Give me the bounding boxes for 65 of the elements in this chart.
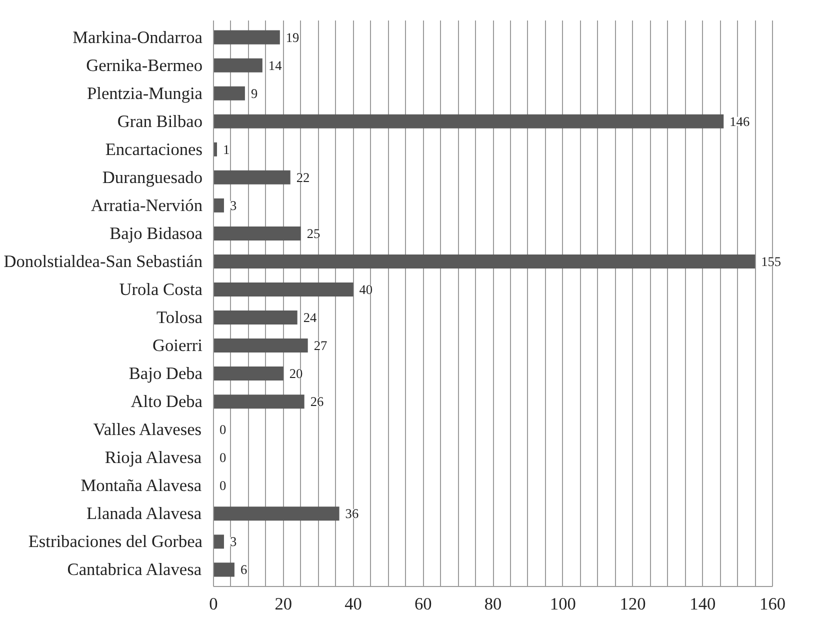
data-label: 3 <box>230 534 237 550</box>
y-tick-label: Montaña Alavesa <box>80 476 202 496</box>
data-label: 20 <box>289 366 304 382</box>
data-label: 0 <box>220 450 226 466</box>
x-tick-label: 100 <box>550 594 576 614</box>
y-tick-label: Gernika-Bermeo <box>86 56 203 75</box>
y-tick-label: Arratia-Nervión <box>90 196 203 215</box>
y-tick-label: Cantabrica Alavesa <box>67 560 202 580</box>
x-tick-label: 0 <box>209 594 218 614</box>
bar <box>214 170 290 184</box>
bar <box>214 506 340 521</box>
data-label: 1 <box>222 142 230 157</box>
data-label: 25 <box>306 226 321 241</box>
y-tick-label: Markina-Ondarroa <box>72 28 203 47</box>
data-label: 36 <box>345 506 359 522</box>
data-label: 22 <box>296 170 310 185</box>
data-label: 6 <box>240 562 248 578</box>
data-label: 40 <box>359 282 373 297</box>
y-tick-label: Duranguesado <box>102 168 203 187</box>
x-tick-label: 60 <box>414 594 432 614</box>
bar <box>214 310 298 325</box>
data-label: 155 <box>761 254 782 269</box>
bar <box>214 562 234 577</box>
data-label: 19 <box>286 30 300 45</box>
y-tick-label: Bajo Deba <box>128 364 203 384</box>
y-tick-label: Estribaciones del Gorbea <box>28 532 203 552</box>
x-tick-label: 120 <box>620 594 646 614</box>
data-label: 9 <box>250 86 258 101</box>
bar <box>214 534 224 549</box>
x-tick-label: 40 <box>344 594 362 614</box>
bar <box>214 114 724 128</box>
y-tick-label: Rioja Alavesa <box>104 448 202 468</box>
x-tick-label: 20 <box>274 594 292 614</box>
bar <box>214 338 308 353</box>
bar <box>214 282 354 296</box>
data-label: 14 <box>268 58 282 73</box>
data-label: 26 <box>310 394 324 410</box>
bar <box>214 254 756 268</box>
bar <box>214 226 301 240</box>
data-label: 0 <box>220 422 226 438</box>
bar <box>214 58 262 72</box>
y-tick-label: Tolosa <box>156 308 203 328</box>
bar <box>214 366 284 381</box>
data-label: 0 <box>220 478 226 494</box>
data-label: 3 <box>230 198 237 213</box>
x-tick-label: 160 <box>760 594 786 614</box>
y-tick-label: Donolstialdea-San Sebastián <box>4 252 203 271</box>
x-tick-label: 140 <box>690 594 716 614</box>
y-tick-label: Llanada Alavesa <box>86 504 202 524</box>
data-label: 24 <box>303 310 318 326</box>
data-label: 27 <box>314 338 328 354</box>
y-tick-label: Urola Costa <box>119 280 203 299</box>
data-label: 146 <box>730 114 750 129</box>
bar <box>214 86 245 100</box>
y-tick-label: Alto Deba <box>130 392 203 412</box>
bar <box>214 30 280 44</box>
y-tick-label: Goierri <box>152 336 203 356</box>
y-tick-label: Bajo Bidasoa <box>110 224 203 243</box>
y-tick-label: Valles Alaveses <box>93 420 202 440</box>
x-tick-label: 80 <box>484 594 502 614</box>
y-tick-label: Encartaciones <box>105 140 203 159</box>
bar <box>214 198 224 212</box>
y-tick-label: Gran Bilbao <box>117 112 203 131</box>
bar <box>214 394 304 409</box>
y-tick-label: Plentzia-Mungia <box>87 84 203 103</box>
